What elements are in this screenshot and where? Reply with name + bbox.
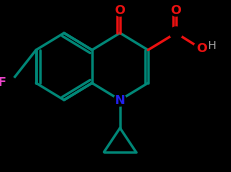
Text: O: O (115, 3, 125, 17)
Circle shape (114, 94, 126, 106)
Circle shape (4, 77, 16, 89)
Text: O: O (171, 3, 181, 17)
Text: N: N (115, 94, 125, 106)
Text: F: F (0, 77, 6, 89)
Text: O: O (197, 41, 207, 55)
Circle shape (170, 27, 182, 39)
Circle shape (170, 4, 182, 16)
Text: H: H (208, 41, 216, 51)
Circle shape (114, 4, 126, 16)
Circle shape (194, 42, 206, 54)
